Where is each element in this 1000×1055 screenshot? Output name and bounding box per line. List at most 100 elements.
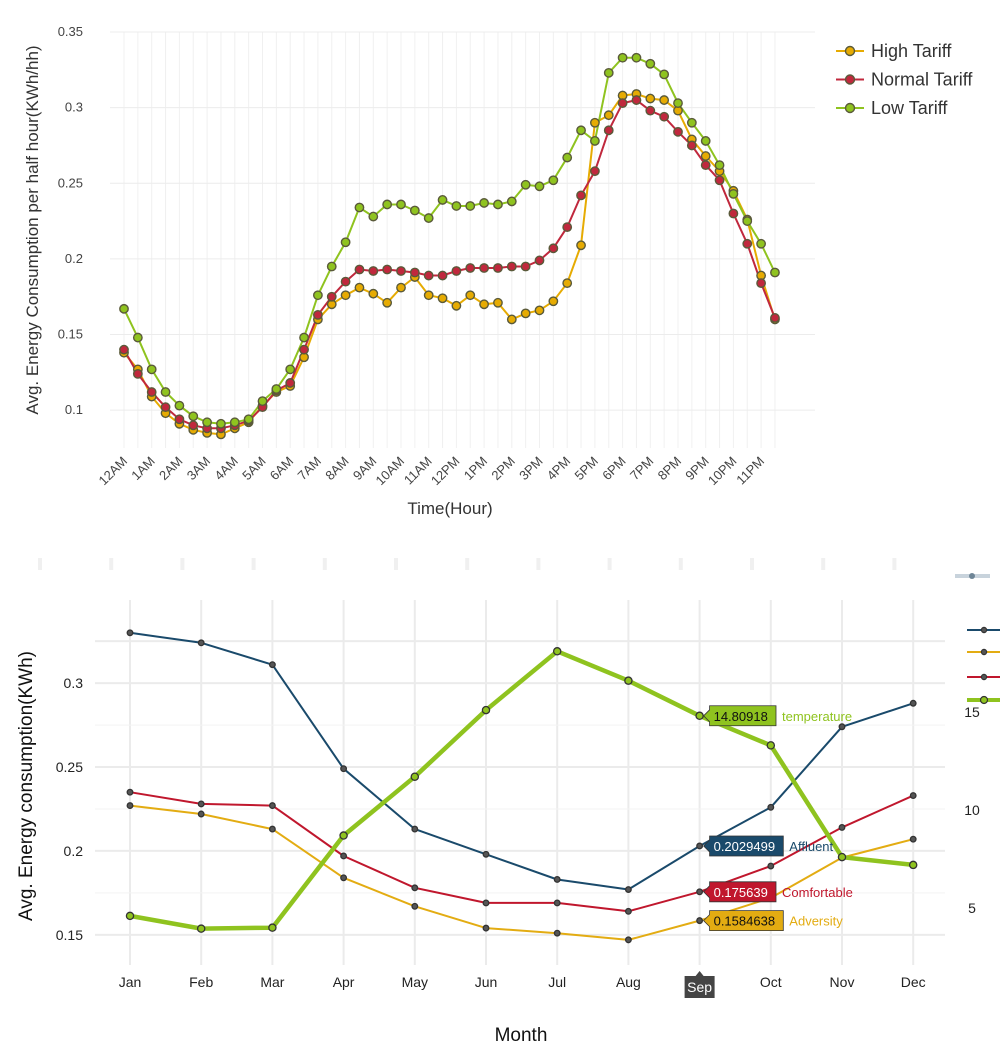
point-normal-tariff[interactable] [659,111,670,122]
point-normal-tariff[interactable] [493,263,503,273]
point-comfortable[interactable] [126,788,134,796]
point-low-tariff[interactable] [590,136,600,146]
point-affluent[interactable] [340,765,348,773]
point-low-tariff[interactable] [493,199,503,210]
point-low-tariff[interactable] [409,205,420,216]
point-low-tariff[interactable] [188,411,199,422]
point-adversity[interactable] [482,924,490,932]
point-low-tariff[interactable] [119,303,129,314]
point-high-tariff[interactable] [576,240,586,251]
line-temperature[interactable] [129,649,914,931]
point-low-tariff[interactable] [285,364,296,375]
point-normal-tariff[interactable] [534,255,545,266]
point-normal-tariff[interactable] [562,222,573,233]
point-affluent[interactable] [838,723,846,731]
point-low-tariff[interactable] [437,195,448,205]
point-comfortable[interactable] [553,899,561,907]
point-low-tariff[interactable] [299,332,309,343]
point-low-tariff[interactable] [368,211,379,222]
point-affluent[interactable] [197,639,205,647]
line-high-tariff[interactable] [123,92,776,436]
point-affluent[interactable] [624,886,632,893]
point-low-tariff[interactable] [451,201,462,211]
line-affluent[interactable] [129,631,914,891]
point-low-tariff[interactable] [673,98,683,108]
point-normal-tariff[interactable] [548,243,559,254]
series-lines[interactable] [129,631,914,941]
point-comfortable[interactable] [197,800,205,808]
point-low-tariff[interactable] [728,188,739,199]
point-normal-tariff[interactable] [520,261,531,272]
point-adversity[interactable] [126,802,134,810]
point-high-tariff[interactable] [590,117,600,128]
point-normal-tariff[interactable] [590,166,600,177]
legend[interactable]: High Tariff Normal Tariff Low Tariff [836,41,973,118]
point-high-tariff[interactable] [645,93,656,104]
point-normal-tariff[interactable] [396,266,406,276]
line-adversity[interactable] [129,804,914,941]
point-normal-tariff[interactable] [368,266,379,276]
point-high-tariff[interactable] [506,314,517,325]
point-comfortable[interactable] [482,899,490,907]
point-normal-tariff[interactable] [312,309,323,320]
point-low-tariff[interactable] [770,267,780,278]
point-normal-tariff[interactable] [756,278,766,289]
point-high-tariff[interactable] [396,282,406,293]
point-adversity[interactable] [268,825,276,833]
point-comfortable[interactable] [696,888,704,896]
point-low-tariff[interactable] [714,160,725,171]
point-temperature[interactable] [624,676,633,685]
point-normal-tariff[interactable] [132,368,143,379]
point-low-tariff[interactable] [354,202,365,213]
point-normal-tariff[interactable] [714,175,725,186]
point-temperature[interactable] [410,772,420,781]
point-normal-tariff[interactable] [382,264,393,275]
point-low-tariff[interactable] [534,181,545,192]
point-normal-tariff[interactable] [119,344,129,355]
point-low-tariff[interactable] [423,213,434,223]
point-normal-tariff[interactable] [174,414,185,425]
point-comfortable[interactable] [340,852,348,860]
point-low-tariff[interactable] [202,417,213,428]
legend-item-normal-tariff[interactable]: Normal Tariff [836,70,973,90]
point-high-tariff[interactable] [354,282,365,293]
point-high-tariff[interactable] [451,300,462,311]
point-affluent[interactable] [909,699,917,707]
point-affluent[interactable] [767,803,775,811]
point-temperature[interactable] [695,711,704,721]
point-low-tariff[interactable] [132,332,143,343]
point-temperature[interactable] [552,647,562,656]
line-comfortable[interactable] [129,791,914,913]
point-low-tariff[interactable] [326,261,337,272]
point-normal-tariff[interactable] [146,387,157,397]
point-normal-tariff[interactable] [340,276,351,287]
point-low-tariff[interactable] [645,58,656,69]
point-low-tariff[interactable] [396,199,406,210]
legend-item-high-tariff[interactable]: High Tariff [836,41,952,61]
point-normal-tariff[interactable] [326,291,337,302]
point-normal-tariff[interactable] [423,270,434,281]
point-temperature[interactable] [339,831,348,840]
point-high-tariff[interactable] [382,297,393,308]
line-normal-tariff[interactable] [123,99,776,430]
point-low-tariff[interactable] [243,414,254,425]
point-normal-tariff[interactable] [437,270,448,281]
point-low-tariff[interactable] [479,198,489,208]
point-temperature[interactable] [908,860,918,870]
legend-item-low-tariff[interactable]: Low Tariff [836,98,948,118]
point-normal-tariff[interactable] [645,105,656,116]
point-normal-tariff[interactable] [160,402,171,413]
point-low-tariff[interactable] [617,52,628,63]
point-normal-tariff[interactable] [742,238,753,249]
point-temperature[interactable] [196,924,206,933]
point-affluent[interactable] [553,876,561,883]
point-comfortable[interactable] [624,907,632,915]
point-high-tariff[interactable] [700,151,711,161]
point-normal-tariff[interactable] [451,266,462,276]
point-normal-tariff[interactable] [631,95,642,105]
point-high-tariff[interactable] [548,296,559,307]
point-adversity[interactable] [340,874,348,882]
point-low-tariff[interactable] [562,152,573,163]
point-low-tariff[interactable] [340,237,351,248]
point-normal-tariff[interactable] [465,263,476,273]
